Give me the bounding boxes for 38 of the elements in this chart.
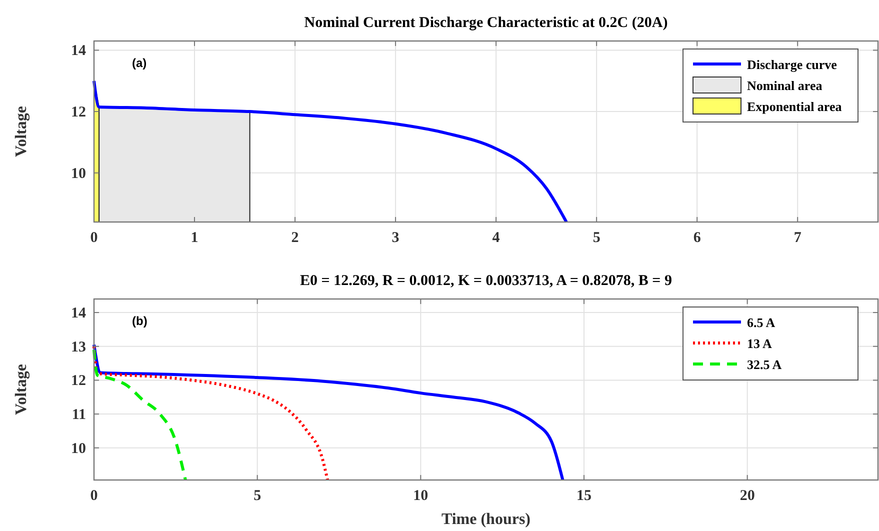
line-series xyxy=(92,344,330,482)
y-tick-label: 12 xyxy=(71,104,86,121)
x-tick-label: 10 xyxy=(413,488,428,504)
legend-label: Nominal area xyxy=(747,78,823,93)
legend-label: 32.5 A xyxy=(747,357,782,372)
x-tick-label: 1 xyxy=(190,230,198,246)
y-tick-label: 11 xyxy=(72,407,86,424)
chart-title: E0 = 12.269, R = 0.0012, K = 0.0033713, A = 0.82078, B = 9 xyxy=(300,273,672,289)
x-tick-label: 0 xyxy=(90,230,98,246)
annotation: (b) xyxy=(132,314,148,328)
legend-label: Exponential area xyxy=(747,99,842,114)
x-tick-label: 0 xyxy=(90,488,98,504)
x-tick-label: 4 xyxy=(492,230,500,246)
line-series xyxy=(92,79,568,224)
x-tick-label: 2 xyxy=(291,230,299,246)
y-tick-label: 10 xyxy=(71,166,86,182)
x-tick-label: 20 xyxy=(740,488,755,504)
x-tick-label: 15 xyxy=(576,488,592,504)
line-series xyxy=(92,343,564,482)
legend-label: 6.5 A xyxy=(747,315,776,330)
x-tick-label: 6 xyxy=(693,230,702,246)
x-axis-title: Time (hours) xyxy=(441,511,531,528)
y-tick-label: 13 xyxy=(71,339,86,356)
legend-label: 13 A xyxy=(747,336,773,351)
annotation: (a) xyxy=(132,56,147,70)
legend-label: Discharge curve xyxy=(747,57,838,72)
y-tick-label: 10 xyxy=(71,440,86,457)
x-tick-label: 5 xyxy=(254,488,262,504)
chart-title: Nominal Current Discharge Characteristic at 0.2C (20A) xyxy=(304,15,668,31)
y-tick-label: 12 xyxy=(71,373,86,390)
x-tick-label: 5 xyxy=(592,230,600,246)
y-axis-title: Voltage xyxy=(13,364,30,415)
y-tick-label: 14 xyxy=(71,43,86,60)
y-axis-title: Voltage xyxy=(13,106,30,157)
x-tick-label: 7 xyxy=(794,230,802,246)
y-tick-label: 14 xyxy=(71,306,86,322)
x-tick-label: 3 xyxy=(392,230,400,246)
line-series xyxy=(92,348,187,482)
